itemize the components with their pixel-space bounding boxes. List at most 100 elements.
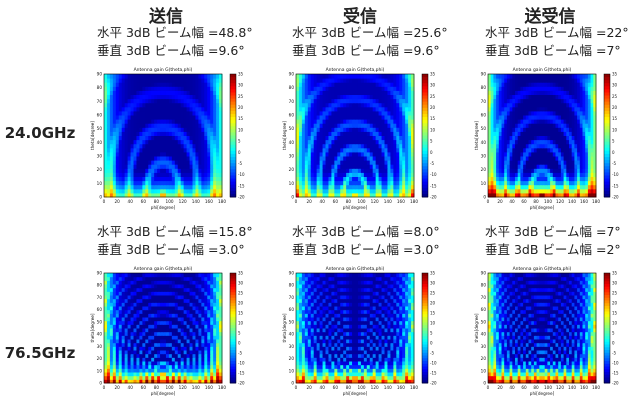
heat-cell [192,350,196,355]
heat-cell [118,188,123,194]
heat-cell [133,74,137,79]
heat-cell [582,131,586,136]
heat-cell [148,86,152,91]
heat-cell [558,176,562,182]
heat-cell [201,131,205,136]
heat-cell [130,131,134,136]
heat-cell [301,123,306,128]
heat-cell [381,135,385,141]
heat-cell [121,291,126,296]
heat-cell [207,313,211,318]
heat-cell [104,184,108,190]
heat-cell [372,164,377,169]
heat-cell [552,160,556,165]
heat-cell [490,156,494,161]
heat-cell [124,102,129,108]
heat-cell [219,324,223,329]
heat-cell [210,131,214,136]
heat-cell [130,151,134,157]
heat-cell [174,346,179,351]
heat-cell [160,353,164,358]
heat-cell [130,298,134,303]
heat-cell [331,192,335,198]
heat-cell [124,110,129,116]
heat-cell [201,135,205,141]
heat-cell [590,147,594,153]
heat-cell [109,280,114,285]
heat-cell [349,176,353,182]
heat-cell [544,127,548,132]
heat-cell [219,172,223,177]
heat-cell [219,143,223,149]
heat-cell [340,106,344,112]
heat-cell [195,98,199,104]
heat-cell [405,110,409,116]
heat-cell [106,357,111,362]
heat-cell [504,98,508,104]
heat-cell [201,143,205,149]
heat-cell [515,184,519,190]
heat-cell [301,192,306,198]
heat-cell [531,156,535,161]
heat-cell [396,184,400,190]
heat-cell [192,346,196,351]
heat-cell [525,74,529,79]
heat-cell [577,192,581,198]
heat-cell [372,82,377,87]
heat-cell [104,328,108,333]
heat-cell [346,176,350,182]
heat-cell [118,156,123,161]
heat-cell [186,135,191,141]
heat-cell [216,306,220,311]
heat-cell [133,331,137,336]
colorbar-tick-label: 25 [612,94,618,99]
heat-cell [210,361,214,366]
heat-cell [133,284,137,289]
heat-cell [360,151,365,157]
heat-cell [325,184,329,190]
heat-cell [322,102,326,108]
heat-cell [139,350,143,355]
heat-cell [130,379,134,384]
heat-cell [133,86,137,91]
heat-cell [384,98,388,104]
heat-cell [360,102,365,108]
heat-cell [558,78,562,83]
heat-cell [504,86,508,91]
heat-cell [163,302,167,307]
heat-cell [390,78,394,83]
heat-cell [121,313,126,318]
heat-cell [145,106,149,112]
heat-cell [136,115,140,120]
heat-cell [331,94,335,100]
heat-cell [174,139,179,145]
heat-cell [298,74,303,79]
heat-cell [369,86,374,91]
heat-cell [498,106,502,112]
heat-cell [528,139,532,145]
heat-cell [180,172,185,177]
heat-cell [490,151,494,157]
heat-cell [504,147,508,153]
heat-cell [307,151,312,157]
heat-cell [331,184,335,190]
heat-cell [316,82,321,87]
heat-cell [115,147,120,153]
heat-cell [168,353,173,358]
heat-cell [496,110,500,116]
heat-cell [180,82,185,87]
heat-cell [148,94,152,100]
heat-cell [186,317,191,322]
heat-cell [571,168,575,173]
heat-cell [174,280,179,285]
heat-cell [168,357,173,362]
heat-cell [201,164,205,169]
heat-cell [171,335,176,340]
heat-cell [198,184,202,190]
heat-cell [145,156,149,161]
heat-cell [216,353,220,358]
heat-cell [130,176,134,182]
heat-cell [337,106,341,112]
heat-cell [411,102,415,108]
heat-cell [357,123,362,128]
